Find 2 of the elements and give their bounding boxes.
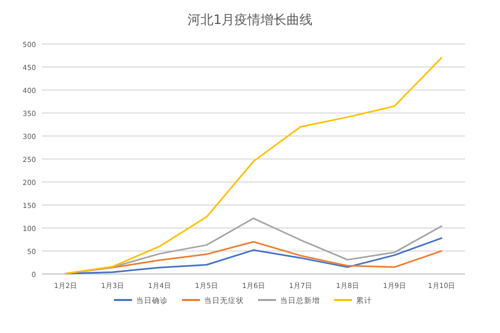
line-series <box>64 57 442 274</box>
chart-title: 河北1月疫情增长曲线 <box>187 13 313 28</box>
